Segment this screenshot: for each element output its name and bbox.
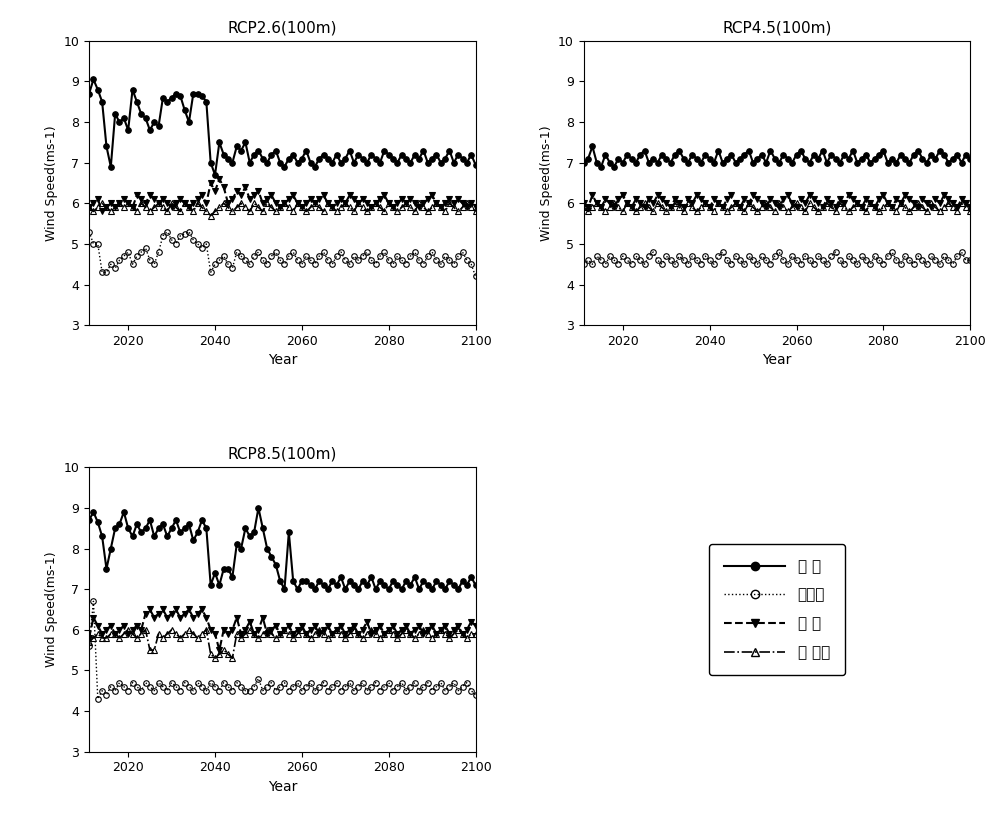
Y-axis label: Wind Speed(ms-1): Wind Speed(ms-1) (540, 125, 552, 241)
Y-axis label: Wind Speed(ms-1): Wind Speed(ms-1) (45, 125, 58, 241)
Y-axis label: Wind Speed(ms-1): Wind Speed(ms-1) (45, 551, 58, 667)
Title: RCP4.5(100m): RCP4.5(100m) (723, 20, 832, 35)
Legend: 한 경, 대관령, 영 양, 서 남해: 한 경, 대관령, 영 양, 서 남해 (709, 543, 845, 676)
X-axis label: Year: Year (267, 780, 297, 794)
Title: RCP8.5(100m): RCP8.5(100m) (228, 447, 337, 462)
Title: RCP2.6(100m): RCP2.6(100m) (228, 20, 337, 35)
X-axis label: Year: Year (762, 354, 792, 368)
X-axis label: Year: Year (267, 354, 297, 368)
